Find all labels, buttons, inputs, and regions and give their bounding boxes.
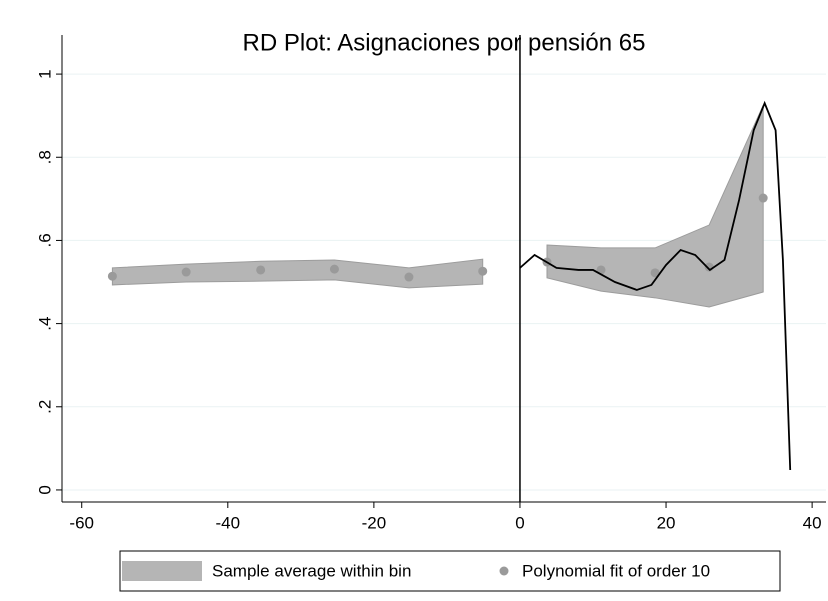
x-tick-label: -60 [69, 513, 94, 532]
bin-point [181, 267, 191, 277]
y-tick-label: 1 [35, 69, 54, 78]
x-tick-label: -40 [216, 513, 241, 532]
legend-label: Sample average within bin [212, 561, 411, 580]
x-tick-label: -20 [362, 513, 387, 532]
legend-swatch [122, 561, 202, 581]
x-tick-label: 40 [803, 513, 822, 532]
y-tick-label: 0 [35, 485, 54, 494]
bin-point [478, 266, 488, 276]
y-tick-label: .8 [35, 150, 54, 164]
legend-swatch [499, 566, 509, 576]
ci-band [111, 258, 484, 289]
fit-line [519, 100, 792, 471]
legend-label: Polynomial fit of order 10 [522, 561, 710, 580]
bin-point [758, 193, 768, 203]
legend [119, 550, 781, 592]
bin-point [404, 272, 414, 282]
ci-band [546, 105, 764, 308]
bin-point [256, 265, 266, 275]
y-tick-label: .2 [35, 400, 54, 414]
y-tick-label: .4 [35, 317, 54, 331]
y-tick-label: .6 [35, 233, 54, 247]
x-tick-label: 0 [515, 513, 524, 532]
x-tick-label: 20 [657, 513, 676, 532]
bin-point [107, 271, 117, 281]
bin-point [650, 268, 660, 278]
chart-title: RD Plot: Asignaciones por pensión 65 [243, 29, 646, 56]
bin-point [329, 264, 339, 274]
